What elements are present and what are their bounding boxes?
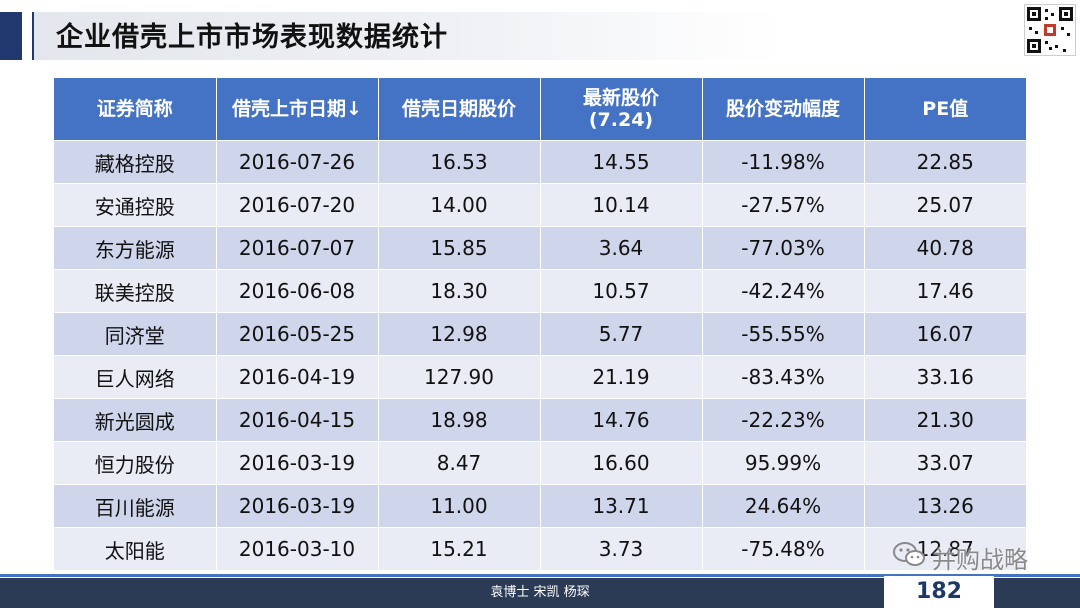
header-listing-price[interactable]: 借壳日期股价: [378, 78, 541, 141]
cell-security-name: 联美控股: [54, 269, 217, 313]
cell-security-name: 恒力股份: [54, 441, 217, 485]
cell-listing-date: 2016-07-26: [216, 140, 379, 184]
header-label: PE值: [922, 98, 969, 120]
cell-listing-date: 2016-04-19: [216, 355, 379, 399]
data-table: 证券简称 借壳上市日期↓ 借壳日期股价 最新股价 (7.24) 股价变动幅度 PE…: [54, 78, 1026, 570]
cell-listing-date: 2016-07-07: [216, 226, 379, 270]
cell-latest-price: 13.71: [540, 484, 703, 528]
cell-listing-price: 127.90: [378, 355, 541, 399]
cell-security-name: 新光圆成: [54, 398, 217, 442]
cell-latest-price: 10.57: [540, 269, 703, 313]
cell-listing-price: 16.53: [378, 140, 541, 184]
cell-latest-price: 14.55: [540, 140, 703, 184]
header-security-name[interactable]: 证券简称: [54, 78, 217, 141]
cell-security-name: 安通控股: [54, 183, 217, 227]
cell-pe: 21.30: [864, 398, 1026, 442]
table-row: 新光圆成 2016-04-15 18.98 14.76 -22.23% 21.30: [54, 398, 1026, 442]
cell-pe: 13.26: [864, 484, 1026, 528]
header-sublabel: (7.24): [588, 109, 654, 131]
cell-security-name: 百川能源: [54, 484, 217, 528]
cell-security-name: 巨人网络: [54, 355, 217, 399]
table-row: 百川能源 2016-03-19 11.00 13.71 24.64% 13.26: [54, 484, 1026, 528]
cell-latest-price: 14.76: [540, 398, 703, 442]
table-row: 东方能源 2016-07-07 15.85 3.64 -77.03% 40.78: [54, 226, 1026, 270]
table-header-row: 证券简称 借壳上市日期↓ 借壳日期股价 最新股价 (7.24) 股价变动幅度 PE…: [54, 78, 1026, 141]
cell-price-change: -55.55%: [702, 312, 865, 356]
cell-latest-price: 5.77: [540, 312, 703, 356]
cell-price-change: -83.43%: [702, 355, 865, 399]
cell-listing-price: 15.85: [378, 226, 541, 270]
header-label: 最新股价: [582, 87, 659, 109]
table-row: 巨人网络 2016-04-19 127.90 21.19 -83.43% 33.16: [54, 355, 1026, 399]
table-row: 联美控股 2016-06-08 18.30 10.57 -42.24% 17.46: [54, 269, 1026, 313]
cell-listing-date: 2016-06-08: [216, 269, 379, 313]
cell-price-change: -75.48%: [702, 527, 865, 570]
cell-listing-price: 15.21: [378, 527, 541, 570]
cell-latest-price: 3.64: [540, 226, 703, 270]
title-band: [32, 12, 782, 60]
cell-pe: 25.07: [864, 183, 1026, 227]
cell-pe: 17.46: [864, 269, 1026, 313]
cell-price-change: -42.24%: [702, 269, 865, 313]
cell-price-change: -27.57%: [702, 183, 865, 227]
header-listing-date[interactable]: 借壳上市日期↓: [216, 78, 379, 141]
table-row: 安通控股 2016-07-20 14.00 10.14 -27.57% 25.07: [54, 183, 1026, 227]
cell-security-name: 藏格控股: [54, 140, 217, 184]
cell-listing-date: 2016-07-20: [216, 183, 379, 227]
table-row: 藏格控股 2016-07-26 16.53 14.55 -11.98% 22.85: [54, 140, 1026, 184]
cell-latest-price: 3.73: [540, 527, 703, 570]
cell-listing-date: 2016-05-25: [216, 312, 379, 356]
header-price-change[interactable]: 股价变动幅度: [702, 78, 865, 141]
cell-price-change: -77.03%: [702, 226, 865, 270]
qr-code-icon: [1024, 4, 1076, 56]
header-pe[interactable]: PE值: [864, 78, 1026, 141]
header-label: 证券简称: [96, 98, 173, 120]
wechat-icon: [892, 540, 926, 574]
cell-price-change: 24.64%: [702, 484, 865, 528]
watermark-text: 并购战略: [932, 545, 1028, 574]
page-title: 企业借壳上市市场表现数据统计: [56, 22, 448, 53]
cell-pe: 33.16: [864, 355, 1026, 399]
footer-authors: 袁博士 宋凯 杨琛: [490, 585, 590, 600]
cell-security-name: 东方能源: [54, 226, 217, 270]
cell-pe: 40.78: [864, 226, 1026, 270]
cell-security-name: 太阳能: [54, 527, 217, 570]
cell-listing-price: 12.98: [378, 312, 541, 356]
table-row: 恒力股份 2016-03-19 8.47 16.60 95.99% 33.07: [54, 441, 1026, 485]
table-row: 同济堂 2016-05-25 12.98 5.77 -55.55% 16.07: [54, 312, 1026, 356]
page-number: 182: [884, 576, 994, 608]
cell-listing-date: 2016-03-19: [216, 441, 379, 485]
title-accent-bar: [0, 12, 22, 60]
table-row: 太阳能 2016-03-10 15.21 3.73 -75.48% 12.87: [54, 527, 1026, 570]
cell-listing-price: 11.00: [378, 484, 541, 528]
cell-listing-price: 18.98: [378, 398, 541, 442]
cell-pe: 22.85: [864, 140, 1026, 184]
cell-listing-price: 8.47: [378, 441, 541, 485]
header-label: 股价变动幅度: [725, 98, 840, 120]
cell-pe: 33.07: [864, 441, 1026, 485]
cell-price-change: 95.99%: [702, 441, 865, 485]
header-label: 借壳日期股价: [401, 98, 516, 120]
cell-listing-date: 2016-04-15: [216, 398, 379, 442]
cell-pe: 16.07: [864, 312, 1026, 356]
watermark: 并购战略: [892, 537, 1028, 577]
cell-latest-price: 21.19: [540, 355, 703, 399]
footer-divider: [0, 574, 1080, 577]
cell-security-name: 同济堂: [54, 312, 217, 356]
cell-price-change: -11.98%: [702, 140, 865, 184]
cell-listing-price: 14.00: [378, 183, 541, 227]
cell-listing-date: 2016-03-10: [216, 527, 379, 570]
cell-pe: 12.87: [864, 527, 1026, 570]
cell-price-change: -22.23%: [702, 398, 865, 442]
cell-latest-price: 16.60: [540, 441, 703, 485]
cell-latest-price: 10.14: [540, 183, 703, 227]
cell-listing-date: 2016-03-19: [216, 484, 379, 528]
header-latest-price[interactable]: 最新股价 (7.24): [540, 78, 703, 141]
cell-listing-price: 18.30: [378, 269, 541, 313]
header-label: 借壳上市日期↓: [232, 98, 362, 120]
